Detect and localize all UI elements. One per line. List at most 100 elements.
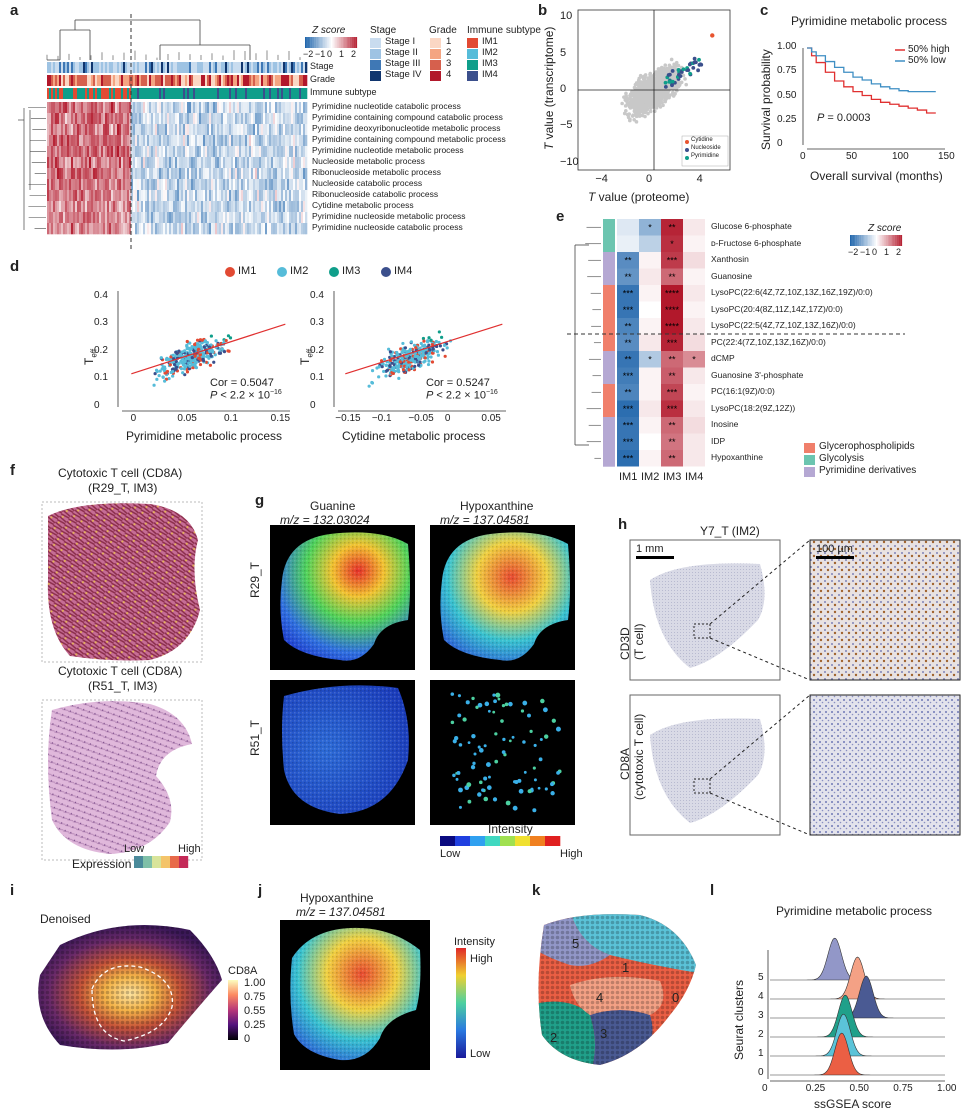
d-point — [205, 354, 210, 358]
d-point — [382, 369, 386, 374]
a-grade-item-3: 4 — [446, 69, 452, 80]
i-tick-3: 0.25 — [244, 1019, 266, 1031]
k-label-0: 0 — [672, 990, 680, 1005]
g-dot — [539, 737, 543, 741]
d2-xtick-1: −0.1 — [371, 413, 392, 424]
e-cell — [617, 367, 639, 384]
a-row-label-5: Nucleoside metabolic process — [312, 156, 425, 166]
e-cell — [617, 252, 639, 269]
d-point — [398, 360, 402, 364]
e-category-bar — [603, 433, 615, 451]
d-point — [423, 343, 427, 347]
e-cell — [617, 219, 639, 236]
e-star: * — [648, 222, 652, 232]
d-point — [198, 338, 203, 342]
b-point — [630, 89, 634, 94]
h-zoom-cd3d — [809, 539, 961, 681]
panel-label-j: j — [258, 882, 263, 899]
e-star: *** — [623, 371, 634, 381]
b-highlight-point — [667, 79, 672, 84]
d-point — [226, 349, 230, 353]
e-cell — [683, 351, 705, 368]
f-colorbar-seg — [134, 856, 144, 868]
b-point — [630, 92, 635, 97]
b-highlight-point — [670, 79, 675, 84]
f-colorbar-seg — [179, 856, 189, 868]
d-point — [209, 354, 213, 358]
c-pvalue: P = 0.0003 — [817, 112, 871, 124]
b-xtick-1: 0 — [646, 173, 653, 185]
d-point — [397, 376, 401, 380]
b-point — [632, 117, 637, 122]
d-point — [430, 360, 435, 364]
d-point — [404, 361, 408, 365]
a-stage-title: Stage — [370, 25, 397, 36]
j-high: High — [470, 953, 493, 965]
d-point — [377, 365, 381, 369]
b-point — [642, 86, 646, 91]
b-point — [657, 71, 661, 76]
d1-ytick-3: 0.1 — [94, 372, 108, 384]
e-star: ** — [624, 255, 632, 265]
e-row-label-10: PC(16:1(9Z)/0:0) — [711, 386, 775, 396]
panel-label-i: i — [10, 882, 15, 899]
g-dot — [495, 692, 501, 698]
d-point — [388, 350, 393, 354]
f-colorbar-seg — [152, 856, 162, 868]
row-dendrogram — [18, 107, 46, 230]
d2-ytick-4: 0 — [310, 400, 316, 411]
b-point — [647, 90, 652, 95]
d-point — [437, 330, 441, 334]
b-point — [660, 93, 665, 98]
d-point — [400, 350, 404, 354]
e-cell — [639, 318, 661, 335]
e-col-label-3: IM4 — [685, 470, 704, 483]
e-star: **** — [665, 288, 680, 298]
d-point — [419, 341, 423, 346]
zscore-colorbar — [305, 37, 358, 48]
b-point — [643, 98, 647, 103]
c-ytick-0: 1.00 — [777, 41, 797, 52]
d-point — [188, 351, 192, 355]
panel-label-h: h — [618, 516, 628, 533]
d-point — [416, 363, 421, 367]
b-legend-dot-0 — [685, 140, 689, 144]
d-point — [187, 367, 191, 371]
e-cell — [661, 334, 683, 351]
d-point — [407, 368, 411, 372]
d-point — [384, 363, 388, 368]
d1-ylabel: Teff — [82, 348, 99, 365]
d-point — [188, 364, 192, 368]
d-point — [436, 353, 441, 357]
e-row-label-13: IDP — [711, 435, 726, 446]
d-point — [171, 353, 175, 357]
l-ytick-3: 3 — [758, 1010, 764, 1021]
d-point — [431, 351, 435, 355]
d-point — [155, 377, 159, 381]
d-point — [407, 360, 411, 364]
b-point — [661, 66, 666, 71]
d-legend-dot-3 — [381, 267, 391, 277]
e-star: *** — [667, 404, 678, 414]
d-point — [426, 362, 431, 367]
d-point — [193, 346, 198, 350]
e-cell — [639, 367, 661, 384]
e-category-bar — [603, 219, 615, 236]
d1-xtick-0: 0 — [130, 413, 137, 424]
d-point — [427, 336, 431, 340]
e-cell — [639, 285, 661, 302]
d-point — [414, 346, 418, 350]
e-cell — [683, 400, 705, 417]
panel-label-g: g — [255, 492, 265, 509]
b-point — [668, 86, 673, 91]
b-point — [630, 114, 635, 118]
b-point — [636, 113, 641, 117]
g-dot — [520, 709, 525, 713]
e-cell — [617, 268, 639, 285]
b-point — [638, 107, 642, 112]
l-xtick-1: 0.25 — [805, 1083, 826, 1094]
d-point — [428, 348, 432, 352]
d-point — [220, 347, 224, 351]
e-cell — [617, 318, 639, 335]
g-dot — [556, 770, 560, 775]
